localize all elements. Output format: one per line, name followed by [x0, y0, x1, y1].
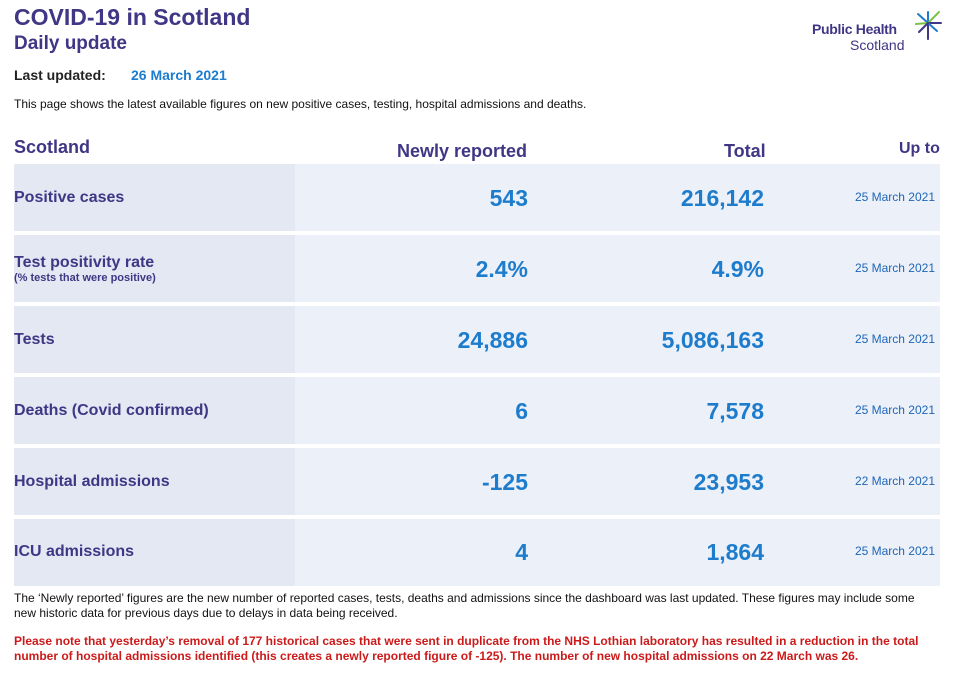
newly-reported-value: 6 [515, 398, 528, 424]
column-header-newly-reported: Newly reported [397, 141, 528, 161]
row-label: Deaths (Covid confirmed) [14, 402, 209, 419]
row-label-cell: ICU admissions [14, 519, 295, 586]
logo-text-line2: Scotland [850, 37, 905, 53]
last-updated-date: 26 March 2021 [131, 67, 227, 83]
up-to-date: 25 March 2021 [854, 190, 935, 204]
up-to-date: 25 March 2021 [854, 544, 935, 558]
row-label-cell: Hospital admissions [14, 448, 295, 515]
warning-note: Please note that yesterday’s removal of … [14, 634, 919, 663]
row-label-cell: Tests [14, 306, 295, 373]
newly-reported-value: 543 [489, 185, 528, 211]
total-value: 5,086,163 [661, 327, 764, 353]
column-header-up-to: Up to [899, 140, 940, 157]
row-label: Hospital admissions [14, 473, 170, 490]
page-title: COVID-19 in Scotland [14, 4, 251, 30]
table-row-positive-cases: Positive cases 543 216,142 25 March 2021 [14, 164, 940, 231]
up-to-date: 25 March 2021 [854, 261, 935, 275]
intro-text: This page shows the latest available fig… [14, 97, 587, 111]
thistle-star-icon [915, 11, 942, 40]
total-value: 23,953 [693, 469, 764, 495]
row-label-cell: Deaths (Covid confirmed) [14, 377, 295, 444]
table-row-test-positivity: Test positivity rate (% tests that were … [14, 235, 940, 302]
row-label-cell: Positive cases [14, 164, 295, 231]
total-value: 7,578 [706, 398, 764, 424]
row-label: Tests [14, 331, 55, 348]
row-label: Positive cases [14, 189, 125, 206]
table-row-tests: Tests 24,886 5,086,163 25 March 2021 [14, 306, 940, 373]
row-sublabel: (% tests that were positive) [14, 272, 156, 284]
up-to-date: 25 March 2021 [854, 403, 935, 417]
table-row-hospital-admissions: Hospital admissions -125 23,953 22 March… [14, 448, 940, 515]
table-row-icu-admissions: ICU admissions 4 1,864 25 March 2021 [14, 519, 940, 586]
page-subtitle: Daily update [14, 33, 127, 54]
newly-reported-value: -125 [481, 469, 528, 495]
column-header-region: Scotland [14, 137, 91, 157]
up-to-date: 25 March 2021 [854, 332, 935, 346]
total-value: 1,864 [706, 539, 764, 565]
row-label: ICU admissions [14, 543, 135, 560]
newly-reported-note: The ‘Newly reported’ figures are the new… [14, 591, 915, 620]
up-to-date: 22 March 2021 [854, 474, 935, 488]
newly-reported-value: 2.4% [475, 256, 528, 282]
row-label-cell: Test positivity rate (% tests that were … [14, 235, 295, 302]
newly-reported-value: 4 [515, 539, 528, 565]
phs-logo[interactable]: Public Health Scotland [812, 6, 944, 56]
table-row-deaths: Deaths (Covid confirmed) 6 7,578 25 Marc… [14, 377, 940, 444]
newly-reported-value: 24,886 [457, 327, 528, 353]
total-value: 4.9% [711, 256, 764, 282]
row-label: Test positivity rate [14, 254, 155, 271]
last-updated-label: Last updated: [14, 67, 106, 83]
column-header-total: Total [724, 141, 766, 161]
total-value: 216,142 [680, 185, 764, 211]
logo-text-line1: Public Health [812, 21, 897, 37]
